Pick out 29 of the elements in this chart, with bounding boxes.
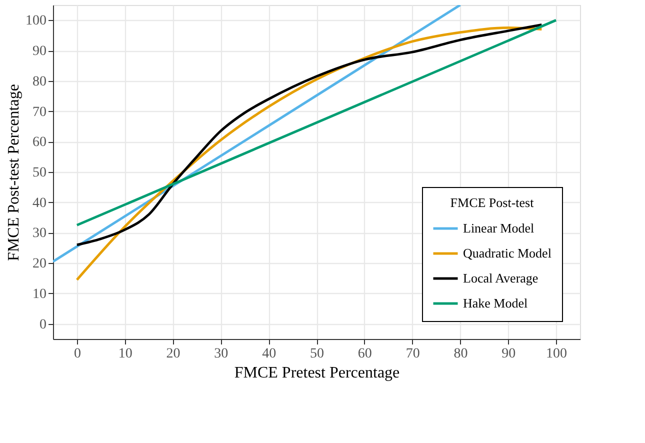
- legend-label: Local Average: [463, 270, 538, 286]
- x-tick-label: 90: [502, 346, 516, 362]
- y-tick-label: 10: [32, 286, 46, 302]
- y-tick-label: 40: [32, 196, 46, 211]
- y-tick-label: 30: [32, 226, 46, 242]
- y-tick-label: 50: [32, 166, 46, 180]
- x-tick-label: 20: [166, 346, 180, 362]
- y-tick-label: 0: [40, 317, 46, 332]
- x-tick-label: 10: [118, 346, 132, 362]
- y-tick-label: 60: [32, 135, 46, 150]
- legend-label: Hake Model: [463, 296, 528, 310]
- x-tick-label: 0: [74, 346, 81, 362]
- y-tick-label: 100: [26, 14, 46, 29]
- x-axis-title: FMCE Pretest Percentage: [234, 364, 400, 382]
- x-tick-label: 40: [262, 346, 276, 362]
- x-tick-label: 70: [406, 346, 420, 362]
- y-axis-title: FMCE Post-test Percentage: [6, 84, 22, 261]
- legend-label: Quadratic Model: [463, 246, 552, 260]
- x-tick-label: 100: [546, 346, 568, 362]
- x-tick-label: 30: [214, 346, 228, 362]
- x-tick-label: 80: [454, 346, 468, 362]
- y-tick-label: 90: [32, 44, 46, 60]
- legend-label: Linear Model: [463, 220, 534, 236]
- x-tick-label: 50: [310, 346, 324, 362]
- legend-title: FMCE Post-test: [450, 195, 534, 210]
- y-tick-label: 70: [32, 104, 46, 120]
- y-tick-label: 80: [32, 74, 46, 90]
- x-tick-label: 60: [358, 346, 372, 362]
- y-tick-label: 20: [32, 256, 46, 272]
